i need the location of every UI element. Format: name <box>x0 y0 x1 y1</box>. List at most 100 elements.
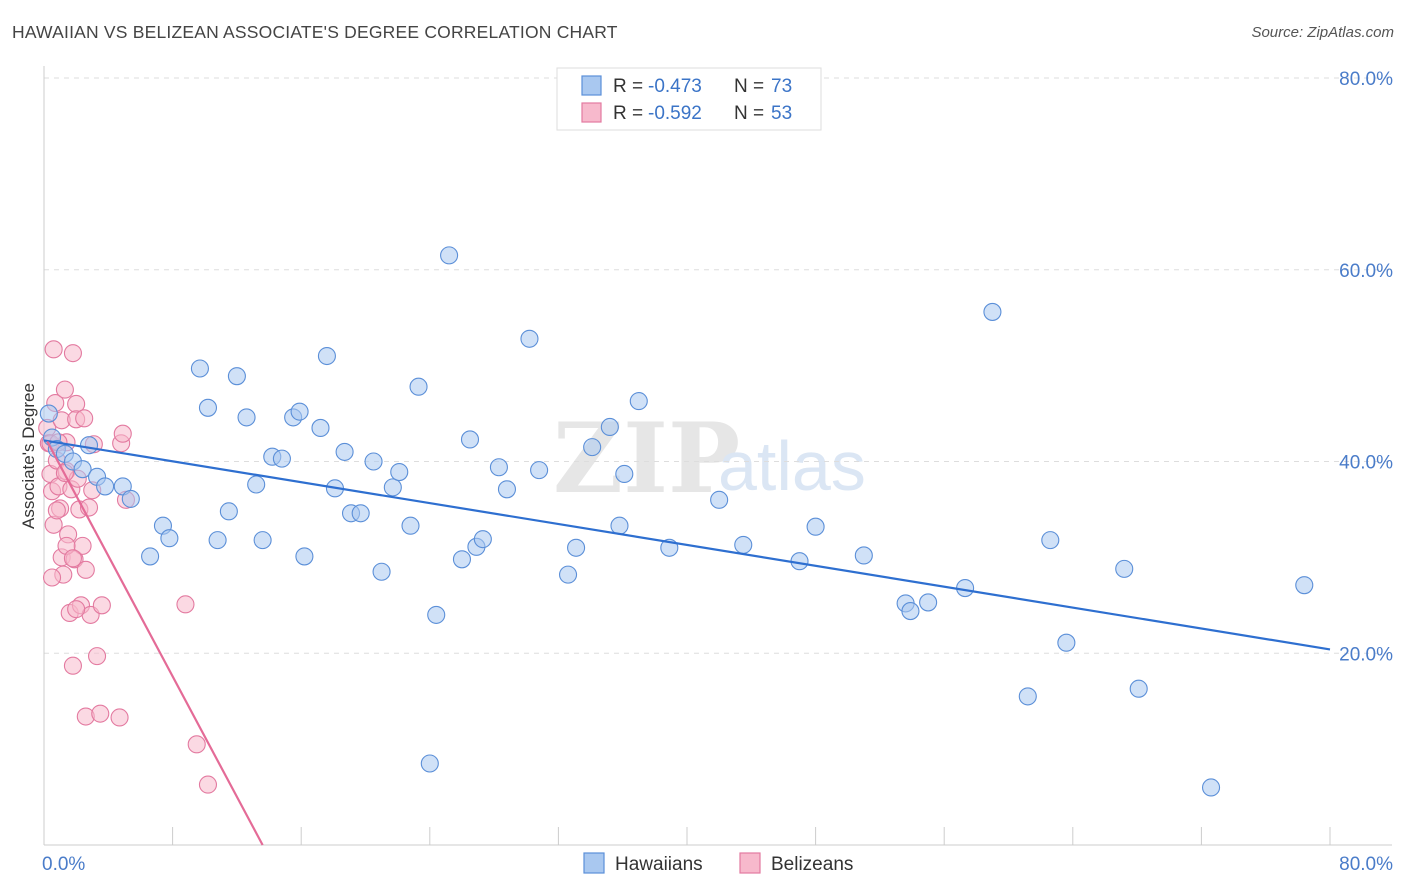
legend-belizeans-swatch <box>739 852 761 874</box>
y-tick-label-2: 60.0% <box>1339 261 1393 282</box>
source-label: Source: ZipAtlas.com <box>1251 24 1394 41</box>
y-tick-label-0: 20.0% <box>1339 644 1393 665</box>
hawaiians-point-54 <box>615 464 634 484</box>
belizeans-n-label: N = <box>734 103 764 124</box>
hawaiians-point-6 <box>79 436 99 455</box>
belizeans-trend-line <box>46 440 264 846</box>
hawaiians-point-51 <box>583 438 602 457</box>
belizeans-point-36 <box>92 596 111 615</box>
hawaiians-point-47 <box>520 329 539 348</box>
hawaiians-point-39 <box>427 605 446 624</box>
hawaiians-n-label: N = <box>734 76 764 97</box>
hawaiians-point-21 <box>253 531 272 550</box>
hawaiians-point-15 <box>198 398 218 417</box>
hawaiians-points <box>39 246 1314 797</box>
hawaiians-point-25 <box>290 402 309 421</box>
hawaiians-n-value: 73 <box>771 76 792 97</box>
hawaiians-point-63 <box>901 602 920 621</box>
watermark: ZIP atlas <box>553 402 866 515</box>
belizeans-point-19 <box>63 656 82 675</box>
belizeans-point-35 <box>91 704 110 723</box>
hawaiians-point-37 <box>401 516 420 535</box>
hawaiians-point-42 <box>460 430 480 449</box>
hawaiians-point-36 <box>390 462 409 482</box>
hawaiians-point-58 <box>734 535 753 554</box>
belizeans-point-41 <box>176 595 195 614</box>
x-tick-label-1: 80.0% <box>1339 854 1393 875</box>
legend-hawaiians-label: Hawaiians <box>615 854 703 875</box>
hawaiians-trend-line <box>43 439 1331 651</box>
hawaiians-point-30 <box>335 442 354 461</box>
hawaiians-point-44 <box>473 530 492 549</box>
hawaiians-point-33 <box>364 452 383 471</box>
hawaiians-point-41 <box>452 550 472 569</box>
hawaiians-point-52 <box>600 417 619 437</box>
hawaiians-point-50 <box>567 538 586 557</box>
watermark-atlas: atlas <box>718 427 866 505</box>
axes <box>43 66 1392 846</box>
belizeans-point-42 <box>187 735 206 754</box>
belizeans-point-52 <box>42 568 62 587</box>
hawaiians-point-26 <box>295 547 314 566</box>
hawaiians-point-18 <box>227 367 246 386</box>
legend-hawaiians-swatch <box>583 852 605 874</box>
y-tick-labels: 20.0% 40.0% 60.0% 80.0% <box>1339 69 1393 665</box>
hawaiians-point-16 <box>208 531 227 550</box>
hawaiians-point-45 <box>489 458 508 477</box>
hawaiians-point-57 <box>710 490 729 509</box>
legend-belizeans-label: Belizeans <box>771 854 853 875</box>
belizeans-point-18 <box>63 344 82 363</box>
hawaiians-swatch <box>581 75 602 96</box>
hawaiians-point-69 <box>1115 559 1134 578</box>
belizeans-point-49 <box>67 600 86 619</box>
belizeans-point-27 <box>75 409 94 428</box>
chart-title: HAWAIIAN VS BELIZEAN ASSOCIATE'S DEGREE … <box>12 22 618 42</box>
hawaiians-point-17 <box>219 502 238 521</box>
belizeans-point-28 <box>76 560 95 579</box>
hawaiians-point-23 <box>272 449 291 468</box>
hawaiians-point-64 <box>919 593 938 612</box>
watermark-zip: ZIP <box>553 402 740 515</box>
hawaiians-point-34 <box>372 562 391 581</box>
belizeans-point-50 <box>47 501 66 520</box>
series-legend: Hawaiians Belizeans <box>583 852 853 875</box>
hawaiians-point-40 <box>440 246 459 265</box>
hawaiians-point-71 <box>1018 687 1037 706</box>
hawaiians-point-66 <box>983 302 1002 321</box>
hawaiians-point-10 <box>121 489 140 508</box>
y-tick-label-3: 80.0% <box>1339 69 1393 90</box>
belizeans-r-value: -0.592 <box>648 103 702 124</box>
x-tick-label-0: 0.0% <box>42 854 85 875</box>
hawaiians-point-35 <box>383 478 402 497</box>
hawaiians-point-70 <box>1129 679 1148 698</box>
stats-legend: R = -0.473 N = 73 R = -0.592 N = 53 <box>556 67 822 131</box>
hawaiians-point-28 <box>317 346 336 366</box>
hawaiians-point-67 <box>1041 531 1060 550</box>
belizeans-points <box>38 340 218 794</box>
hawaiians-point-8 <box>96 477 115 496</box>
hawaiians-point-74 <box>1295 576 1314 595</box>
hawaiians-point-20 <box>247 475 266 494</box>
belizeans-point-38 <box>110 708 129 727</box>
x-tick-labels: 0.0% 80.0% <box>42 854 1393 875</box>
hawaiians-point-27 <box>311 418 330 437</box>
hawaiians-point-38 <box>409 377 428 396</box>
hawaiians-point-46 <box>497 480 517 499</box>
hawaiians-point-11 <box>141 547 160 566</box>
hawaiians-point-13 <box>160 529 179 548</box>
hawaiians-point-14 <box>190 359 209 378</box>
hawaiians-r-value: -0.473 <box>648 76 702 97</box>
hawaiians-point-0 <box>39 404 58 423</box>
hawaiians-point-32 <box>351 504 370 523</box>
hawaiians-point-60 <box>806 517 825 536</box>
hawaiians-point-53 <box>610 516 629 535</box>
hawaiians-point-19 <box>237 408 256 427</box>
hawaiians-point-73 <box>420 754 439 773</box>
belizeans-r-label: R = <box>613 103 643 124</box>
hawaiians-r-label: R = <box>613 76 643 97</box>
hawaiians-point-72 <box>1201 778 1221 797</box>
hawaiians-point-55 <box>629 392 648 411</box>
hawaiians-point-68 <box>1057 633 1076 652</box>
hawaiians-point-48 <box>530 461 549 480</box>
